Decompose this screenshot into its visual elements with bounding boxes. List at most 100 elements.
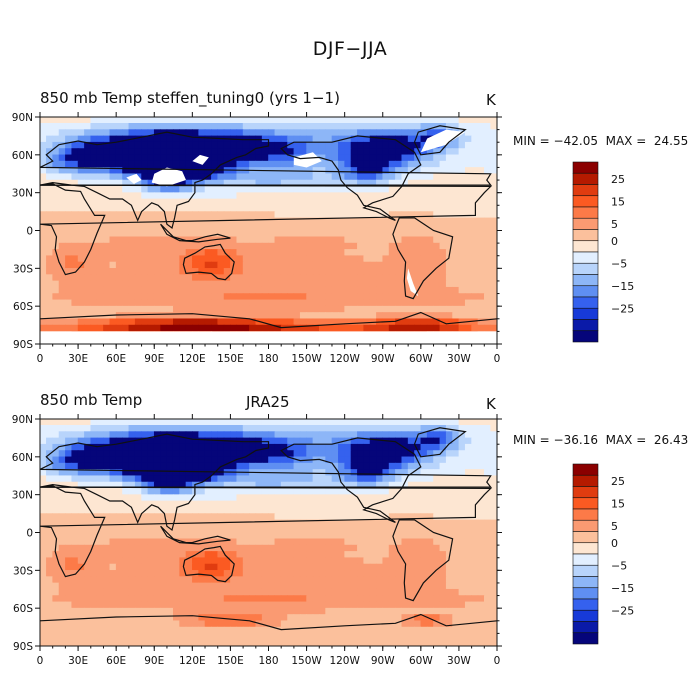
field-cell bbox=[103, 481, 111, 489]
field-cell bbox=[147, 506, 155, 514]
field-cell bbox=[52, 299, 60, 307]
field-cell bbox=[179, 450, 187, 458]
field-cell bbox=[211, 456, 219, 464]
field-cell bbox=[426, 443, 434, 451]
field-cell bbox=[198, 123, 206, 130]
field-cell bbox=[172, 525, 180, 533]
field-cell bbox=[287, 456, 295, 464]
field-cell bbox=[357, 141, 365, 149]
field-cell bbox=[433, 198, 441, 206]
field-cell bbox=[249, 230, 257, 238]
field-cell bbox=[204, 450, 212, 458]
field-cell bbox=[414, 437, 422, 445]
field-cell bbox=[103, 299, 111, 307]
field-cell bbox=[477, 123, 485, 130]
field-cell bbox=[471, 462, 479, 470]
field-cell bbox=[268, 551, 276, 559]
field-cell bbox=[39, 204, 47, 212]
field-cell bbox=[376, 286, 384, 294]
field-cell bbox=[192, 588, 199, 596]
field-cell bbox=[122, 525, 130, 533]
field-cell bbox=[65, 582, 73, 590]
field-cell bbox=[331, 588, 339, 596]
field-cell bbox=[211, 425, 219, 432]
field-cell bbox=[439, 286, 447, 294]
field-cell bbox=[65, 148, 73, 156]
field-cell bbox=[268, 261, 276, 269]
field-cell bbox=[249, 312, 257, 320]
field-cell bbox=[331, 563, 339, 571]
colorbar-tick-label: 15 bbox=[611, 195, 625, 208]
field-cell bbox=[287, 481, 295, 489]
field-cell bbox=[141, 242, 149, 250]
field-cell bbox=[401, 494, 409, 502]
field-cell bbox=[147, 154, 155, 162]
field-cell bbox=[172, 305, 180, 313]
field-cell bbox=[464, 532, 472, 540]
field-cell bbox=[77, 494, 85, 502]
field-cell bbox=[115, 475, 123, 483]
field-cell bbox=[445, 481, 453, 489]
field-cell bbox=[299, 443, 307, 451]
field-cell bbox=[255, 588, 263, 596]
field-cell bbox=[325, 443, 333, 451]
field-cell bbox=[350, 462, 358, 470]
field-cell bbox=[71, 443, 79, 451]
field-cell bbox=[147, 500, 155, 508]
field-cell bbox=[490, 198, 498, 206]
field-cell bbox=[280, 494, 288, 502]
field-cell bbox=[388, 607, 396, 615]
field-cell bbox=[274, 286, 282, 294]
field-cell bbox=[185, 192, 193, 200]
field-cell bbox=[388, 217, 396, 225]
field-cell bbox=[433, 525, 441, 533]
field-cell bbox=[58, 198, 66, 206]
field-cell bbox=[464, 186, 472, 193]
field-cell bbox=[464, 299, 472, 307]
field-cell bbox=[141, 179, 149, 187]
field-cell bbox=[204, 299, 212, 307]
field-cell bbox=[71, 274, 79, 282]
field-cell bbox=[90, 116, 98, 124]
field-cell bbox=[299, 135, 307, 143]
field-cell bbox=[185, 418, 193, 426]
field-cell bbox=[407, 456, 415, 464]
field-cell bbox=[58, 557, 66, 565]
field-cell bbox=[331, 318, 339, 326]
field-cell bbox=[458, 179, 466, 187]
field-cell bbox=[192, 557, 199, 565]
field-cell bbox=[211, 532, 219, 540]
field-cell bbox=[166, 223, 174, 231]
field-cell bbox=[230, 198, 238, 206]
field-cell bbox=[160, 588, 168, 596]
field-cell bbox=[293, 488, 301, 495]
field-cell bbox=[39, 160, 47, 168]
field-cell bbox=[261, 488, 269, 495]
field-cell bbox=[363, 519, 371, 527]
field-cell bbox=[58, 179, 66, 187]
field-cell bbox=[134, 160, 142, 168]
field-cell bbox=[414, 312, 422, 320]
field-cell bbox=[223, 494, 231, 502]
field-cell bbox=[274, 443, 282, 451]
field-cell bbox=[433, 148, 441, 156]
field-cell bbox=[153, 595, 161, 603]
field-cell bbox=[350, 167, 358, 175]
field-cell bbox=[236, 481, 244, 489]
field-cell bbox=[471, 443, 479, 451]
field-cell bbox=[115, 255, 123, 263]
field-cell bbox=[382, 488, 390, 495]
field-cell bbox=[484, 582, 491, 590]
field-cell bbox=[477, 173, 485, 181]
field-cell bbox=[318, 129, 326, 137]
field-cell bbox=[452, 481, 460, 489]
field-cell bbox=[103, 595, 111, 603]
field-cell bbox=[236, 576, 244, 584]
field-cell bbox=[490, 186, 498, 193]
field-cell bbox=[344, 274, 352, 282]
field-cell bbox=[357, 255, 365, 263]
field-cell bbox=[109, 500, 117, 508]
field-cell bbox=[185, 525, 193, 533]
field-cell bbox=[357, 519, 365, 527]
field-cell bbox=[46, 614, 53, 622]
